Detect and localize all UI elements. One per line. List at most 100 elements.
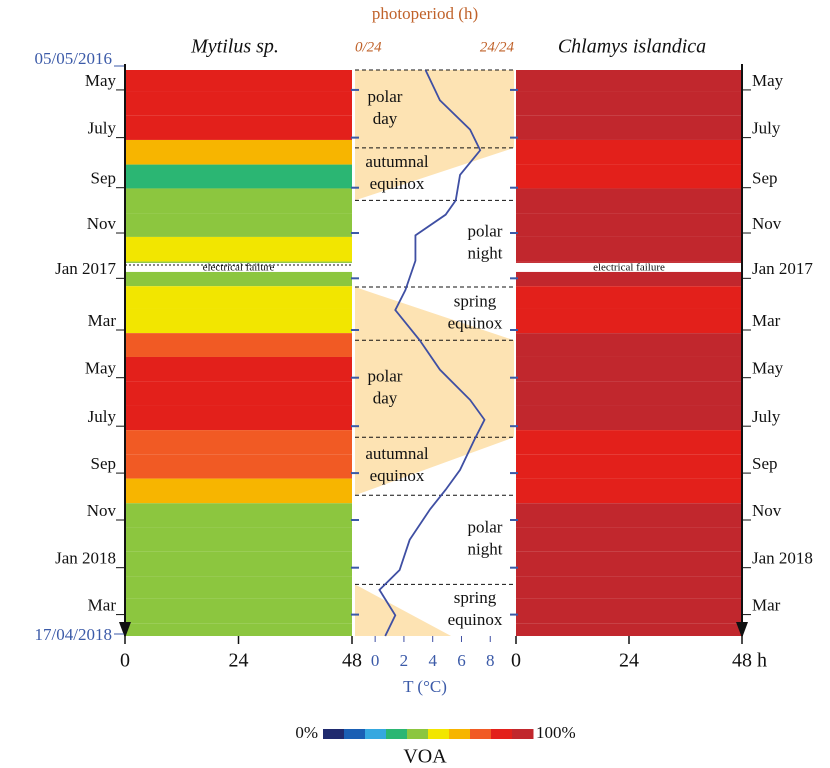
colorbar-swatch: [344, 729, 366, 739]
end-date: 17/04/2018: [35, 625, 112, 644]
heat-row: [125, 576, 352, 599]
season-label: polar: [368, 87, 403, 106]
season-label: equinox: [448, 610, 503, 629]
heat-row: [125, 115, 352, 140]
photoperiod-area: [355, 70, 514, 636]
heat-row: [516, 478, 742, 504]
heat-row: [125, 286, 352, 309]
heat-row: [516, 454, 742, 479]
heat-row: [125, 478, 352, 504]
y-tick-label: May: [85, 359, 117, 378]
y-tick-label: Sep: [91, 454, 117, 473]
heat-row: [516, 188, 742, 214]
season-label: night: [468, 540, 503, 559]
y-tick-label: May: [752, 359, 784, 378]
heat-row: [125, 308, 352, 334]
failure-gap: [516, 262, 742, 272]
heat-row: [125, 139, 352, 165]
heat-row: [516, 286, 742, 309]
photoperiod-tick: 24/24: [480, 39, 515, 55]
heat-row: [516, 551, 742, 577]
y-tick-label: Jan 2017: [752, 259, 813, 278]
annotation: electrical failure: [593, 261, 665, 273]
y-tick-label: Mar: [752, 595, 781, 614]
colorbar-tick: 0%: [295, 723, 318, 742]
heat-row: [516, 576, 742, 599]
heat-row: [516, 356, 742, 382]
heat-row: [125, 527, 352, 552]
y-tick-label: Mar: [88, 595, 117, 614]
y-tick-label: Nov: [87, 214, 117, 233]
heat-row: [516, 381, 742, 406]
season-label: polar: [468, 222, 503, 241]
heat-row: [125, 188, 352, 214]
colorbar-swatch: [428, 729, 450, 739]
heat-row: [516, 115, 742, 140]
heat-row: [516, 213, 742, 237]
heat-row: [125, 430, 352, 455]
y-tick-label: Sep: [752, 169, 778, 188]
season-label: night: [468, 244, 503, 263]
temp-tick-label: 4: [428, 651, 437, 670]
annotation: electrical failure: [203, 261, 275, 273]
colorbar-swatch: [470, 729, 492, 739]
y-tick-label: Nov: [752, 214, 782, 233]
colorbar-swatch: [407, 729, 429, 739]
heat-row: [516, 164, 742, 189]
y-tick-label: Jan 2018: [55, 549, 116, 568]
temp-axis-label: T (°C): [403, 677, 447, 696]
heat-row: [125, 623, 352, 636]
season-label: day: [373, 389, 398, 408]
x-tick-label: 24: [619, 650, 639, 672]
season-label: spring: [454, 292, 497, 311]
heat-row: [516, 623, 742, 636]
y-tick-label: Nov: [752, 501, 782, 520]
temp-tick-label: 6: [457, 651, 466, 670]
y-tick-label: Jan 2018: [752, 549, 813, 568]
colorbar-swatch: [323, 729, 345, 739]
heat-row: [125, 598, 352, 624]
heat-row: [125, 381, 352, 406]
heat-row: [125, 503, 352, 528]
heat-row: [516, 527, 742, 552]
heat-row: [125, 236, 352, 262]
y-tick-label: May: [85, 71, 117, 90]
season-label: spring: [454, 588, 497, 607]
x-tick-label: 48 h: [732, 650, 767, 672]
heat-row: [516, 405, 742, 431]
colorbar-swatch: [386, 729, 408, 739]
x-tick-label: 48: [342, 650, 362, 672]
y-tick-label: Sep: [91, 169, 117, 188]
heat-row: [125, 454, 352, 479]
colorbar-swatch: [365, 729, 387, 739]
y-tick-label: Sep: [752, 454, 778, 473]
y-tick-label: July: [752, 119, 781, 138]
temp-tick-label: 2: [400, 651, 409, 670]
x-tick-label: 0: [120, 650, 130, 672]
y-tick-label: July: [752, 407, 781, 426]
failure-gap: [125, 262, 352, 272]
axis-arrow: [736, 622, 748, 638]
season-label: polar: [368, 367, 403, 386]
temp-tick-label: 8: [486, 651, 495, 670]
heat-row: [125, 164, 352, 189]
heat-row: [516, 139, 742, 165]
colorbar-swatch: [449, 729, 471, 739]
season-label: equinox: [448, 314, 503, 333]
heat-row: [125, 356, 352, 382]
x-tick-label: 24: [229, 650, 249, 672]
panel-title: Mytilus sp.: [190, 36, 279, 58]
season-label: autumnal: [365, 152, 429, 171]
heat-row: [516, 430, 742, 455]
heat-row: [516, 91, 742, 116]
y-tick-label: Nov: [87, 501, 117, 520]
heat-row: [125, 91, 352, 116]
y-tick-label: Jan 2017: [55, 259, 116, 278]
start-date: 05/05/2016: [35, 49, 112, 68]
colorbar-label: VOA: [403, 746, 447, 768]
y-tick-label: Mar: [752, 311, 781, 330]
photoperiod-tick: 0/24: [355, 39, 382, 55]
colorbar-swatch: [491, 729, 513, 739]
temp-tick-label: 0: [371, 651, 380, 670]
